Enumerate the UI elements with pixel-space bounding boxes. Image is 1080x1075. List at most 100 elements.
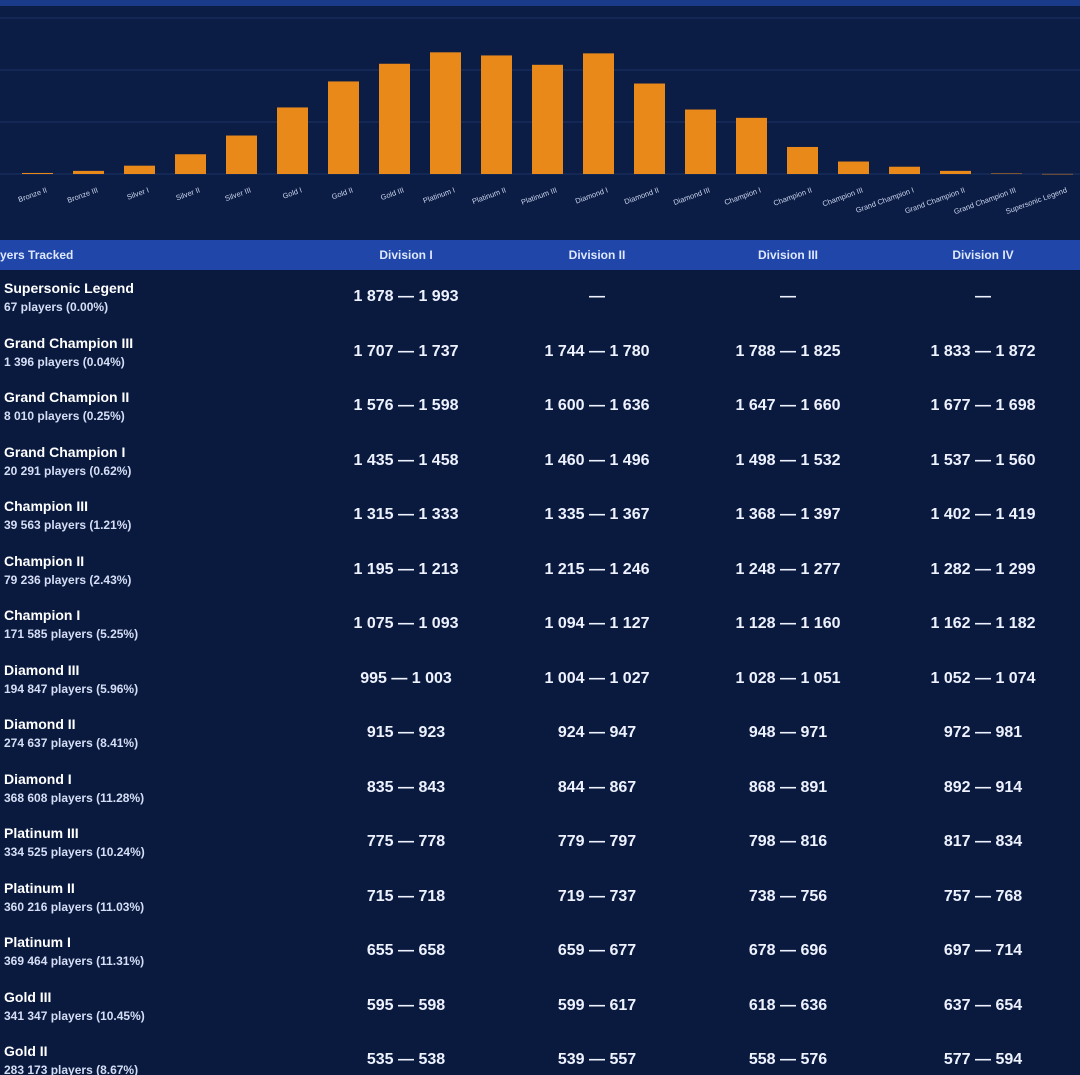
division-2-range: 1 600 — 1 636 [544,397,650,414]
x-tick-label: Diamond II [623,185,660,206]
division-1-range: 595 — 598 [366,996,446,1014]
division-1-range: 775 — 778 [366,833,446,850]
division-1-range: 1 315 — 1 333 [353,506,459,523]
table-row: Gold II 283 173 players (8.67%) 535 — 538 5… [0,1035,1080,1075]
table-row: Gold III 341 347 players (10.45%) 595 — 59… [0,981,1080,1036]
table-row: Champion I 171 585 players (5.25%) 1 075 —… [0,599,1080,654]
division-4-range: 817 — 834 [943,833,1023,850]
rank-name: Gold III [4,988,52,1005]
division-4-range: 577 — 594 [943,1051,1023,1068]
division-4-range: 637 — 654 [943,996,1023,1014]
rank-name: Grand Champion I [4,443,126,460]
bar-bronze-iii [73,170,104,174]
rank-name: Diamond III [4,661,80,678]
rank-player-count: 20 291 players (0.62%) [4,463,132,478]
x-tick-label: Platinum I [422,185,456,205]
division-3-range: 868 — 891 [748,778,828,796]
table-row: Platinum I 369 464 players (11.31%) 655 — … [0,926,1080,981]
division-4-range: 1 402 — 1 419 [930,506,1036,523]
table-row: Diamond III 194 847 players (5.96%) 995 — … [0,654,1080,709]
rank-player-count: 194 847 players (5.96%) [4,681,139,696]
bar-bronze-ii [22,172,53,174]
division-4-range: 972 — 981 [943,724,1023,741]
rank-player-count: 79 236 players (2.43%) [4,572,132,587]
x-tick-label: Gold II [330,185,354,201]
x-tick-label: Bronze II [17,185,48,204]
division-2-range: — [589,288,605,305]
rank-name: Diamond II [4,716,76,732]
division-3-range: 558 — 576 [748,1051,828,1068]
x-tick-label: Silver II [175,185,202,202]
table-row: Platinum II 360 216 players (11.03%) 715 —… [0,872,1080,927]
division-1-range: 655 — 658 [366,942,446,959]
bar-grand-champion-i [889,166,920,174]
division-3-range: 678 — 696 [748,942,828,959]
rank-name: Platinum II [4,879,75,896]
bar-silver-ii [175,154,206,174]
division-4-range: 1 537 — 1 560 [930,451,1036,469]
rank-name: Gold II [4,1043,48,1059]
x-tick-label: Diamond III [672,185,711,207]
table-row: Diamond II 274 637 players (8.41%) 915 — 9… [0,708,1080,763]
division-2-range: 1 215 — 1 246 [544,560,650,578]
x-tick-label: Platinum III [520,185,558,206]
bar-champion-iii [838,161,869,174]
division-1-range: 1 435 — 1 458 [353,451,459,469]
division-4-range: 757 — 768 [943,887,1023,905]
rank-player-count: 334 525 players (10.24%) [4,845,145,859]
division-3-range: 948 — 971 [748,724,828,741]
bar-silver-i [124,165,155,174]
rank-name: Champion III [4,498,88,514]
x-tick-label: Gold III [379,185,405,202]
rank-name: Diamond I [4,770,72,787]
bar-platinum-ii [481,55,512,174]
division-1-range: 1 707 — 1 737 [353,342,459,360]
division-2-range: 1 744 — 1 780 [544,342,650,360]
division-3-range: 1 128 — 1 160 [735,615,841,632]
division-3-range: 1 248 — 1 277 [735,560,841,578]
division-2-range: 539 — 557 [557,1051,637,1068]
bar-platinum-iii [532,64,563,174]
bar-grand-champion-ii [940,170,971,174]
division-1-range: 835 — 843 [366,778,446,796]
rank-name: Champion I [4,607,81,623]
bar-diamond-i [583,53,614,174]
division-2-range: 599 — 617 [557,996,637,1014]
x-tick-label: Bronze III [66,185,99,204]
bar-champion-i [736,117,767,174]
x-tick-label: Platinum II [471,185,507,206]
division-3-range: 1 498 — 1 532 [735,451,841,469]
rank-name: Grand Champion II [4,389,130,405]
division-2-range: 719 — 737 [557,887,637,905]
rank-player-count: 274 637 players (8.41%) [4,736,139,750]
x-tick-label: Champion I [723,185,762,207]
table-row: Platinum III 334 525 players (10.24%) 775 … [0,817,1080,872]
distribution-chart-svg: Bronze II Bronze III Silver I Silver II Silv… [0,17,1080,216]
division-2-range: 1 094 — 1 127 [544,615,650,632]
x-tick-label: Champion II [772,185,813,207]
rank-name: Champion II [4,552,85,569]
division-1-range: 1 075 — 1 093 [353,615,459,632]
x-tick-label: Diamond I [574,185,609,205]
bar-gold-i [277,107,308,174]
division-2-range: 844 — 867 [557,778,637,796]
bar-diamond-iii [685,109,716,174]
division-3-range: 1 647 — 1 660 [735,397,841,414]
division-2-range: 1 004 — 1 027 [544,669,650,687]
division-3-range: — [780,288,796,305]
division-3-range: 738 — 756 [748,887,828,905]
table-header: yers Tracked Division I Division II Divi… [0,240,1080,270]
rank-name: Grand Champion III [4,334,134,351]
division-1-range: 715 — 718 [366,887,446,905]
x-tick-label: Gold I [281,185,303,200]
x-tick-label: Silver I [126,185,151,201]
division-3-range: 1 368 — 1 397 [735,506,841,523]
division-4-range: 1 282 — 1 299 [930,560,1036,578]
column-header-division-1: Division I [379,248,433,262]
division-4-range: — [975,288,991,305]
division-4-range: 1 162 — 1 182 [930,615,1036,632]
division-3-range: 1 028 — 1 051 [735,669,841,687]
rank-player-count: 1 396 players (0.04%) [4,354,125,369]
table-row: Grand Champion III 1 396 players (0.04%) 1… [0,327,1080,382]
rank-player-count: 39 563 players (1.21%) [4,518,132,532]
